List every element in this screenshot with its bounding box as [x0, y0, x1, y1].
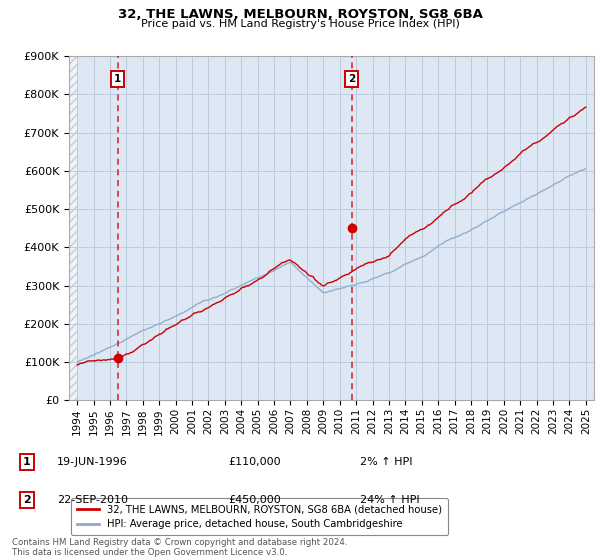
- Text: Price paid vs. HM Land Registry's House Price Index (HPI): Price paid vs. HM Land Registry's House …: [140, 19, 460, 29]
- Text: 2% ↑ HPI: 2% ↑ HPI: [360, 457, 413, 467]
- Text: 2: 2: [348, 74, 355, 84]
- Text: 1: 1: [23, 457, 31, 467]
- Text: Contains HM Land Registry data © Crown copyright and database right 2024.
This d: Contains HM Land Registry data © Crown c…: [12, 538, 347, 557]
- Text: 24% ↑ HPI: 24% ↑ HPI: [360, 495, 419, 505]
- Text: 19-JUN-1996: 19-JUN-1996: [57, 457, 128, 467]
- Legend: 32, THE LAWNS, MELBOURN, ROYSTON, SG8 6BA (detached house), HPI: Average price, : 32, THE LAWNS, MELBOURN, ROYSTON, SG8 6B…: [71, 498, 448, 535]
- Text: 22-SEP-2010: 22-SEP-2010: [57, 495, 128, 505]
- Text: £450,000: £450,000: [228, 495, 281, 505]
- Text: 32, THE LAWNS, MELBOURN, ROYSTON, SG8 6BA: 32, THE LAWNS, MELBOURN, ROYSTON, SG8 6B…: [118, 8, 482, 21]
- Text: 1: 1: [114, 74, 121, 84]
- Text: 2: 2: [23, 495, 31, 505]
- Text: £110,000: £110,000: [228, 457, 281, 467]
